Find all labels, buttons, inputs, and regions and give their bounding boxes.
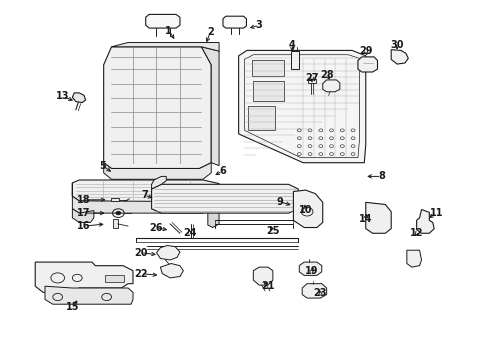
Polygon shape bbox=[299, 262, 321, 275]
Polygon shape bbox=[253, 267, 272, 285]
Text: 24: 24 bbox=[183, 228, 196, 238]
Bar bbox=[105, 275, 123, 282]
Text: 1: 1 bbox=[165, 26, 172, 36]
Polygon shape bbox=[302, 284, 326, 298]
Text: 6: 6 bbox=[219, 166, 225, 176]
Bar bbox=[113, 219, 118, 228]
Polygon shape bbox=[416, 210, 433, 233]
Text: 26: 26 bbox=[148, 222, 162, 233]
Text: 7: 7 bbox=[141, 190, 147, 200]
Bar bbox=[307, 79, 315, 83]
Polygon shape bbox=[111, 42, 219, 51]
Text: 16: 16 bbox=[77, 221, 91, 231]
Polygon shape bbox=[160, 264, 183, 278]
Text: 3: 3 bbox=[255, 20, 262, 30]
Text: 17: 17 bbox=[77, 208, 91, 218]
Text: 27: 27 bbox=[305, 73, 318, 84]
Bar bbox=[248, 106, 275, 130]
Polygon shape bbox=[357, 57, 377, 72]
Text: 10: 10 bbox=[298, 204, 312, 215]
Text: 13: 13 bbox=[56, 91, 69, 102]
Polygon shape bbox=[238, 50, 365, 163]
Polygon shape bbox=[290, 51, 299, 69]
Polygon shape bbox=[72, 183, 207, 213]
Text: 14: 14 bbox=[358, 214, 372, 224]
Polygon shape bbox=[35, 262, 133, 292]
Text: 22: 22 bbox=[134, 269, 147, 279]
Text: 30: 30 bbox=[389, 40, 403, 50]
Text: 11: 11 bbox=[428, 208, 442, 218]
Text: 23: 23 bbox=[313, 288, 326, 298]
Text: 25: 25 bbox=[265, 226, 279, 236]
Text: 28: 28 bbox=[319, 70, 333, 80]
Text: 9: 9 bbox=[276, 197, 283, 207]
Polygon shape bbox=[72, 209, 94, 222]
Text: 19: 19 bbox=[305, 266, 318, 276]
Bar bbox=[253, 81, 283, 101]
Text: 18: 18 bbox=[77, 195, 91, 205]
Polygon shape bbox=[151, 176, 166, 189]
Polygon shape bbox=[223, 16, 246, 28]
Text: 29: 29 bbox=[358, 46, 372, 56]
Polygon shape bbox=[406, 250, 421, 267]
Text: 5: 5 bbox=[99, 161, 106, 171]
Polygon shape bbox=[45, 286, 133, 304]
Text: 21: 21 bbox=[261, 281, 274, 291]
Polygon shape bbox=[151, 184, 298, 213]
Polygon shape bbox=[72, 180, 219, 203]
Polygon shape bbox=[145, 14, 180, 28]
Text: 12: 12 bbox=[409, 228, 423, 238]
Polygon shape bbox=[390, 50, 407, 64]
Text: 2: 2 bbox=[206, 27, 213, 37]
Polygon shape bbox=[365, 202, 390, 233]
Polygon shape bbox=[322, 80, 339, 92]
Bar bbox=[111, 198, 119, 201]
Polygon shape bbox=[72, 93, 85, 103]
Polygon shape bbox=[201, 47, 219, 166]
Polygon shape bbox=[103, 163, 211, 179]
Polygon shape bbox=[293, 190, 322, 228]
Bar bbox=[251, 60, 283, 76]
Polygon shape bbox=[156, 246, 180, 260]
Polygon shape bbox=[207, 199, 219, 228]
Polygon shape bbox=[103, 47, 211, 168]
Text: 20: 20 bbox=[134, 248, 147, 258]
Text: 15: 15 bbox=[65, 302, 79, 312]
Circle shape bbox=[116, 211, 121, 215]
Text: 8: 8 bbox=[377, 171, 384, 181]
Text: 4: 4 bbox=[288, 40, 295, 50]
